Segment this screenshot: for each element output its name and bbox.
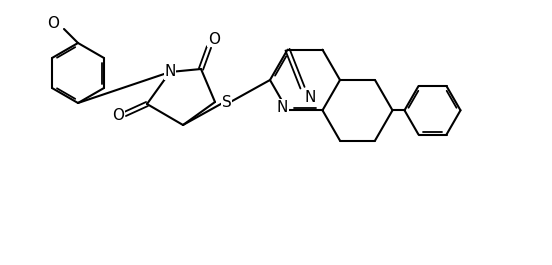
Text: O: O <box>47 16 59 32</box>
Text: O: O <box>208 32 220 46</box>
Text: O: O <box>112 108 124 123</box>
Text: N: N <box>164 64 176 80</box>
Text: N: N <box>305 90 316 105</box>
Text: N: N <box>277 100 288 115</box>
Text: S: S <box>221 95 231 110</box>
